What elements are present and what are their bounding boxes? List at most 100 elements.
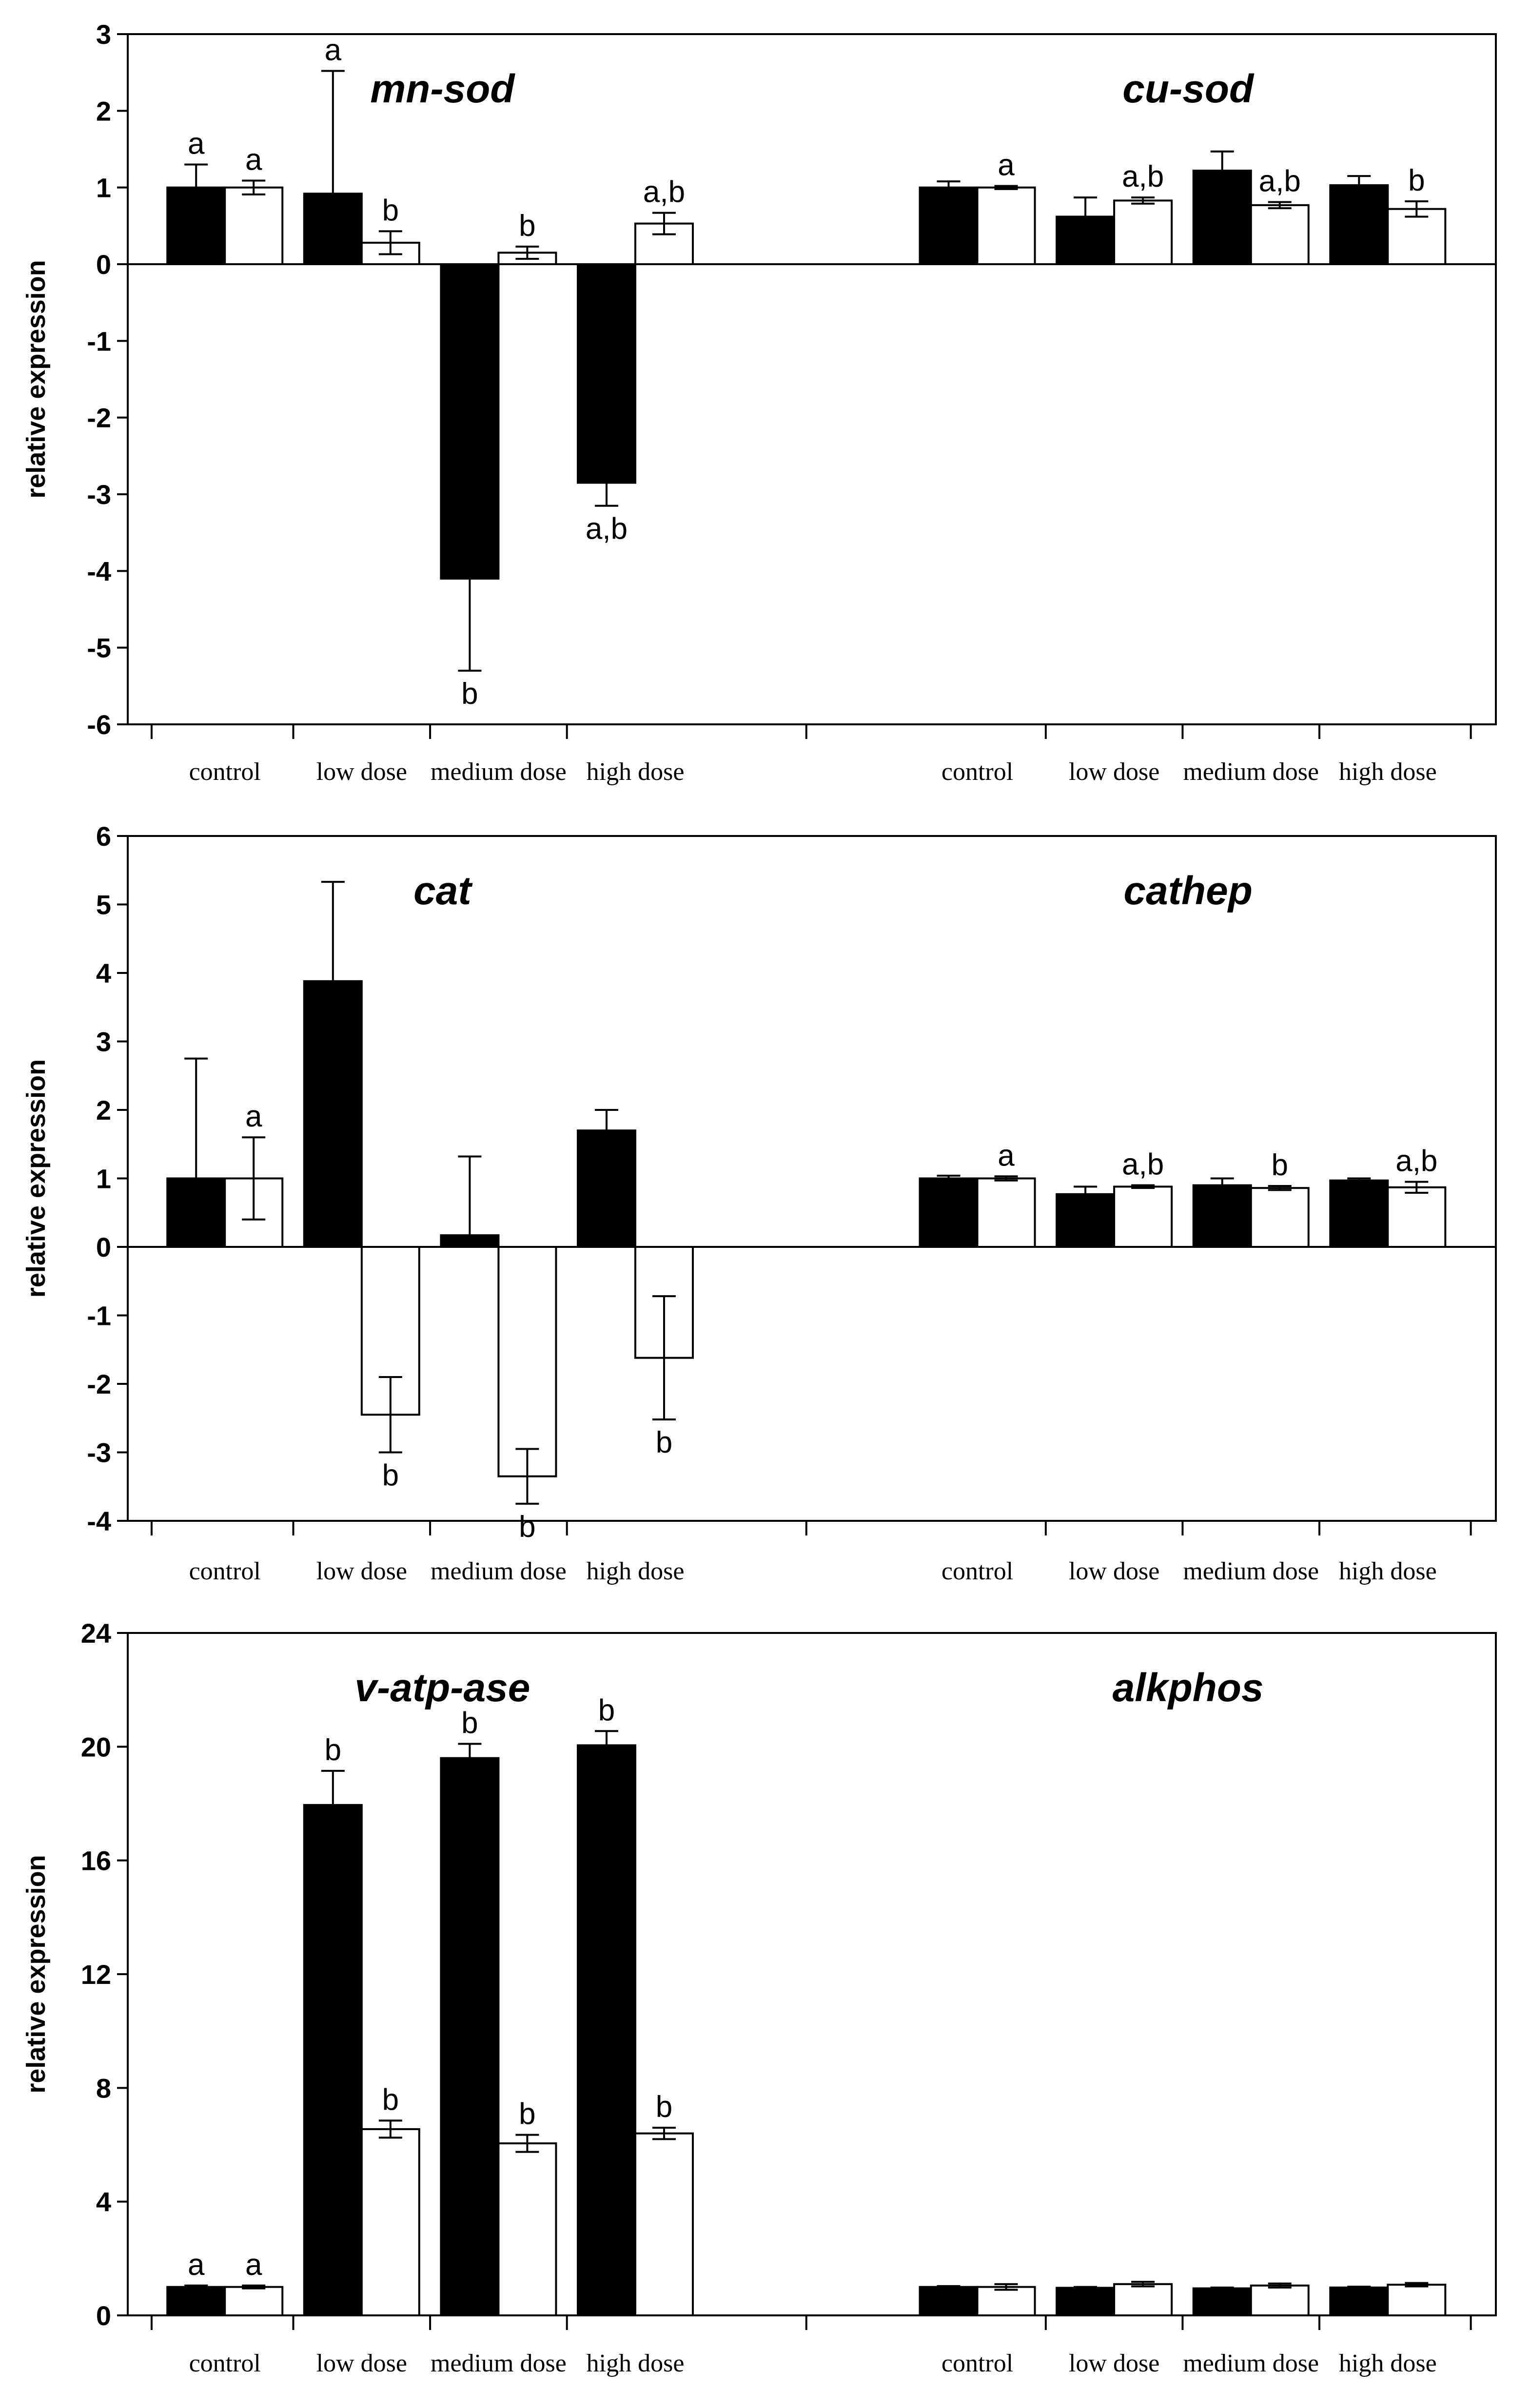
significance-label: b <box>325 1733 341 1767</box>
bar-v-atp-ase-open-control <box>224 2286 284 2316</box>
significance-label: b <box>656 1426 672 1459</box>
y-tick-label: -2 <box>87 1369 111 1399</box>
significance-label: a,b <box>586 512 628 546</box>
category-label: control <box>189 2350 261 2377</box>
y-tick-label: -3 <box>87 479 111 510</box>
gene-title: cu-sod <box>1122 67 1255 111</box>
significance-label: b <box>461 677 478 711</box>
bar-cathep-filled-low-dose <box>1056 1193 1116 1248</box>
bar-mn-sod-filled-control <box>166 186 226 265</box>
bar-cathep-filled-control <box>919 1177 979 1248</box>
category-label: medium dose <box>431 1557 567 1585</box>
category-label: medium dose <box>1183 2350 1319 2377</box>
category-label: low dose <box>316 2350 407 2377</box>
bar-alkphos-filled-low-dose <box>1056 2287 1116 2316</box>
y-tick-label: 8 <box>96 2073 111 2103</box>
category-label: low dose <box>316 758 407 786</box>
bar-v-atp-ase-filled-low-dose <box>303 1804 363 2317</box>
bar-cat-filled-control <box>166 1177 226 1248</box>
bar-cathep-open-control <box>976 1177 1036 1248</box>
category-label: control <box>942 1557 1013 1585</box>
significance-label: a <box>188 127 205 160</box>
significance-label: b <box>656 2090 672 2124</box>
significance-label: a <box>188 2248 205 2282</box>
y-tick-label: 3 <box>96 19 111 50</box>
y-tick-label: 4 <box>96 2187 111 2217</box>
significance-label: a <box>998 149 1015 182</box>
significance-label: b <box>519 209 535 243</box>
significance-label: a <box>245 1100 262 1133</box>
category-label: medium dose <box>431 758 567 786</box>
category-label: high dose <box>1339 758 1437 786</box>
y-tick-label: -1 <box>87 326 111 356</box>
bar-v-atp-ase-filled-high-dose <box>577 1744 637 2317</box>
y-tick-label: -4 <box>87 556 111 586</box>
y-tick-label: 3 <box>96 1027 111 1057</box>
chart-panel-1: 3 2 1 0 -1 -2 -3 -4 -5 -6 relative expression mn-so… <box>21 19 1497 786</box>
gene-title: cathep <box>1123 869 1252 913</box>
significance-label: b <box>1271 1148 1288 1182</box>
bar-alkphos-open-control <box>976 2286 1036 2316</box>
category-label: low dose <box>1069 758 1159 786</box>
bar-cu-sod-open-medium-dose <box>1250 204 1310 265</box>
bar-cathep-open-high-dose <box>1387 1186 1447 1248</box>
bar-cat-filled-high-dose <box>577 1129 637 1248</box>
category-label: medium dose <box>1183 758 1319 786</box>
category-label: low dose <box>1069 2350 1159 2377</box>
y-tick-label: 20 <box>81 1731 111 1762</box>
y-tick-label: -3 <box>87 1437 111 1468</box>
significance-label: a,b <box>643 175 685 209</box>
y-tick-label: 16 <box>81 1845 111 1876</box>
significance-label: b <box>382 194 399 227</box>
category-label: medium dose <box>431 2350 567 2377</box>
bar-v-atp-ase-open-medium-dose <box>497 2142 557 2317</box>
category-label: high dose <box>1339 2350 1437 2377</box>
bar-cathep-filled-medium-dose <box>1192 1184 1252 1248</box>
bar-cu-sod-open-high-dose <box>1387 208 1447 265</box>
significance-label: a,b <box>1122 1148 1164 1182</box>
y-tick-label: -2 <box>87 403 111 433</box>
category-label: high dose <box>587 758 685 786</box>
bar-cathep-filled-high-dose <box>1329 1179 1389 1248</box>
y-axis-label: relative expression <box>21 1855 51 2093</box>
y-tick-label: 0 <box>96 2300 111 2331</box>
bar-mn-sod-filled-low-dose <box>303 193 363 265</box>
bar-mn-sod-filled-medium-dose <box>440 263 500 580</box>
category-label: high dose <box>587 2350 685 2377</box>
bar-alkphos-open-medium-dose <box>1250 2284 1310 2316</box>
y-tick-label: 2 <box>96 96 111 126</box>
y-axis-label: relative expression <box>21 260 51 498</box>
y-axis-label: relative expression <box>21 1059 51 1298</box>
significance-label: b <box>519 2097 535 2131</box>
bar-alkphos-filled-medium-dose <box>1192 2287 1252 2317</box>
bar-cu-sod-filled-control <box>919 186 979 265</box>
gene-title: mn-sod <box>370 67 515 111</box>
significance-label: a <box>998 1139 1015 1172</box>
y-tick-label: 0 <box>96 1232 111 1262</box>
significance-label: a <box>325 34 342 67</box>
bar-cathep-open-medium-dose <box>1250 1187 1310 1248</box>
significance-label: b <box>382 1459 399 1493</box>
category-label: control <box>942 758 1013 786</box>
y-tick-label: 1 <box>96 173 111 203</box>
bar-v-atp-ase-filled-control <box>166 2286 226 2316</box>
bar-cu-sod-filled-high-dose <box>1329 184 1389 265</box>
significance-label: a <box>245 143 262 177</box>
category-label: high dose <box>587 1557 685 1585</box>
category-label: control <box>189 758 261 786</box>
category-label: medium dose <box>1183 1557 1319 1585</box>
y-tick-label: 6 <box>96 821 111 852</box>
significance-label: b <box>1408 164 1425 197</box>
y-tick-label: 4 <box>96 958 111 989</box>
gene-title: alkphos <box>1113 1666 1264 1710</box>
y-tick-label: -4 <box>87 1506 111 1536</box>
bar-v-atp-ase-open-low-dose <box>360 2128 420 2316</box>
significance-label: b <box>519 1510 535 1544</box>
bar-cu-sod-open-low-dose <box>1113 199 1173 265</box>
y-tick-label: 24 <box>81 1618 111 1649</box>
bar-alkphos-filled-high-dose <box>1329 2286 1389 2317</box>
category-label: high dose <box>1339 1557 1437 1585</box>
bar-mn-sod-filled-high-dose <box>577 263 637 484</box>
bar-cu-sod-filled-medium-dose <box>1192 170 1252 266</box>
bar-cat-filled-low-dose <box>303 980 363 1248</box>
